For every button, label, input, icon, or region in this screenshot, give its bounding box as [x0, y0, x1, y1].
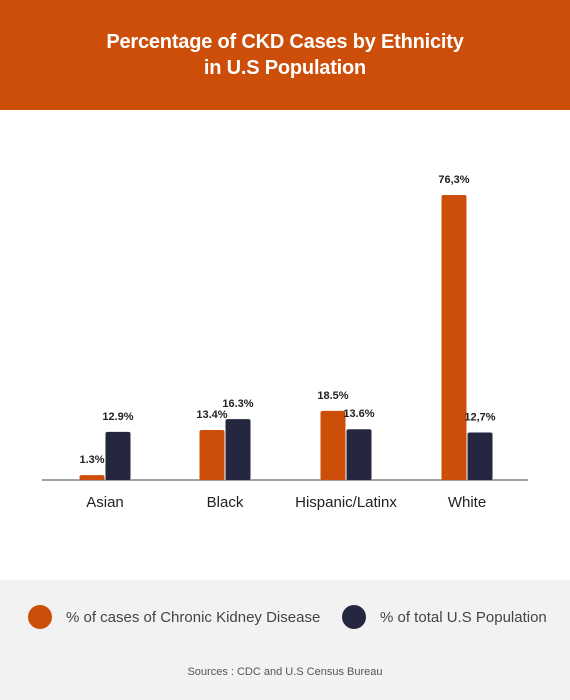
- bar-ckd-white: [441, 195, 467, 480]
- sources-note: Sources : CDC and U.S Census Bureau: [187, 666, 383, 678]
- category-labels-group: Asian Black Hispanic/Latinx White: [86, 494, 486, 511]
- category-label-white: White: [448, 494, 486, 511]
- legend-label-population: % of total U.S Population: [380, 608, 547, 626]
- category-label-black: Black: [207, 494, 244, 511]
- bar-population-white: [467, 432, 493, 480]
- data-label-population-asian: 12.9%: [102, 411, 133, 423]
- data-label-ckd-asian: 1.3%: [79, 454, 104, 466]
- legend-swatch-ckd: [28, 605, 52, 629]
- bar-chart: 1.3%12.9% 13.4%16.3%18.5%13.6%76,3%12,7% …: [42, 174, 528, 511]
- bar-population-asian: [105, 431, 131, 480]
- data-label-ckd-hispanic-latinx: 18.5%: [317, 390, 348, 402]
- bars-group: [79, 195, 493, 480]
- category-label-hispanic-latinx: Hispanic/Latinx: [295, 494, 397, 511]
- legend-item-population: % of total U.S Population: [342, 604, 547, 630]
- legend-swatch-population: [342, 605, 366, 629]
- data-label-ckd-white: 76,3%: [438, 174, 469, 186]
- legend-item-ckd: % of cases of Chronic Kidney Disease: [28, 604, 320, 630]
- bar-ckd-hispanic-latinx: [320, 410, 346, 480]
- data-label-ckd-black: 13.4%: [196, 409, 227, 421]
- data-label-population-black: 16.3%: [222, 398, 253, 410]
- chart-title: Percentage of CKD Cases by Ethnicity in …: [106, 31, 464, 79]
- bar-population-black: [225, 419, 251, 480]
- data-labels-group: 1.3% 12.9% 13.4%16.3% 18.5% 13.6% 76,3% 12,7%: [79, 174, 495, 466]
- data-label-population-white: 12,7%: [464, 412, 495, 424]
- category-label-asian: Asian: [86, 494, 124, 511]
- data-label-population-hispanic-latinx: 13.6%: [343, 408, 374, 420]
- title-banner: Percentage of CKD Cases by Ethnicity in …: [0, 0, 570, 110]
- bar-ckd-black: [199, 429, 225, 480]
- legend-label-ckd: % of cases of Chronic Kidney Disease: [66, 608, 321, 626]
- legend-footer: % of cases of Chronic Kidney Disease % o…: [0, 580, 570, 700]
- bar-population-hispanic-latinx: [346, 429, 372, 480]
- bar-ckd-asian: [79, 475, 105, 480]
